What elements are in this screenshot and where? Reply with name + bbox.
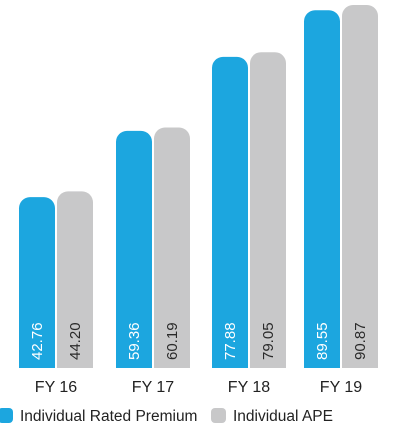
bar-base-individual-ape-fy-19 xyxy=(342,357,378,368)
bar-individual-ape-fy-18 xyxy=(250,52,286,369)
legend-swatch-individual-ape xyxy=(211,408,226,423)
legend: Individual Rated Premium Individual APE xyxy=(0,408,333,425)
legend-swatch-individual-rated-premium xyxy=(0,408,13,423)
bar-base-individual-ape-fy-16 xyxy=(57,357,93,368)
category-label-fy-19: FY 19 xyxy=(320,379,363,396)
bar-individual-rated-premium-fy-16 xyxy=(19,197,55,368)
value-label-individual-ape-fy-16: 44.20 xyxy=(67,322,84,360)
category-label-fy-16: FY 16 xyxy=(35,379,78,396)
value-label-individual-ape-fy-17: 60.19 xyxy=(164,322,181,360)
legend-label-individual-ape: Individual APE xyxy=(233,408,333,425)
bar-base-individual-rated-premium-fy-17 xyxy=(116,357,152,368)
value-label-individual-rated-premium-fy-16: 42.76 xyxy=(29,322,46,360)
bar-base-individual-rated-premium-fy-16 xyxy=(19,357,55,368)
bar-base-individual-rated-premium-fy-18 xyxy=(212,357,248,368)
bar-individual-ape-fy-16 xyxy=(57,191,93,368)
legend-label-individual-rated-premium: Individual Rated Premium xyxy=(20,408,197,425)
category-labels: FY 16 FY 17 FY 18 FY 19 xyxy=(35,379,363,396)
bars-group: 42.76 44.20 59.36 60.19 77.88 79.05 89.55 90.87 xyxy=(19,5,378,369)
value-label-individual-rated-premium-fy-17: 59.36 xyxy=(126,322,143,360)
bar-individual-rated-premium-fy-19 xyxy=(304,10,340,368)
bar-base-individual-ape-fy-17 xyxy=(154,357,190,368)
bar-individual-rated-premium-fy-17 xyxy=(116,130,152,368)
bar-individual-rated-premium-fy-18 xyxy=(212,56,248,368)
bar-base-individual-rated-premium-fy-19 xyxy=(304,357,340,368)
bar-individual-ape-fy-19 xyxy=(342,5,378,368)
value-label-individual-ape-fy-19: 90.87 xyxy=(352,322,369,360)
value-label-individual-rated-premium-fy-18: 77.88 xyxy=(222,322,239,360)
value-label-individual-rated-premium-fy-19: 89.55 xyxy=(314,322,331,360)
bar-individual-ape-fy-17 xyxy=(154,127,190,368)
bar-base-individual-ape-fy-18 xyxy=(250,357,286,368)
category-label-fy-17: FY 17 xyxy=(132,379,175,396)
category-label-fy-18: FY 18 xyxy=(228,379,271,396)
value-label-individual-ape-fy-18: 79.05 xyxy=(260,322,277,360)
